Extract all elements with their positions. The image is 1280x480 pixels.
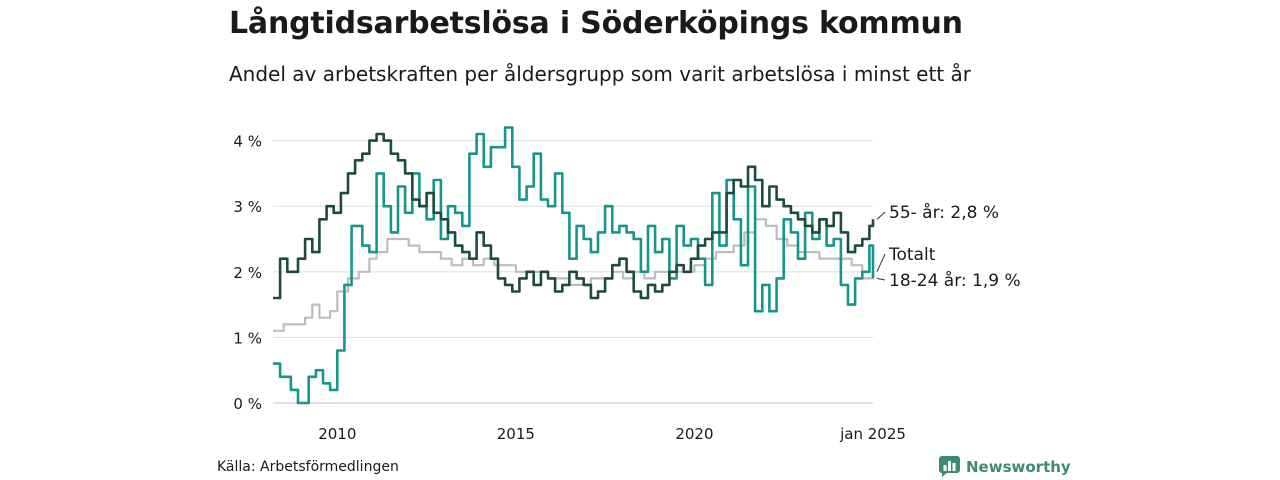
end-label-0: Totalt	[888, 245, 936, 265]
end-label-leader	[876, 253, 886, 273]
x-axis: 2010 2015 2020 jan 2025	[318, 425, 906, 443]
end-label-1: 18-24 år: 1,9 %	[889, 270, 1021, 291]
bar-chart-logo-icon	[939, 456, 960, 477]
series-line-55-r	[273, 132, 875, 300]
series-line-18-24-r	[273, 126, 875, 405]
y-tick-label: 1 %	[233, 329, 262, 347]
x-tick-label: 2020	[675, 425, 713, 443]
end-labels: Totalt 18-24 år: 1,9 % 55- år: 2,8 %	[876, 202, 1021, 291]
y-tick-label: 0 %	[233, 395, 262, 413]
end-label-leader	[876, 277, 886, 281]
end-label-2: 55- år: 2,8 %	[889, 202, 999, 223]
x-tick-label: jan 2025	[839, 425, 906, 443]
chart-title: Långtidsarbetslösa i Söderköpings kommun	[229, 6, 963, 41]
chart-subtitle: Andel av arbetskraften per åldersgrupp s…	[229, 62, 971, 86]
brand-logo[interactable]: Newsworthy	[939, 456, 1071, 477]
x-tick-label: 2015	[497, 425, 535, 443]
y-axis: 0 % 1 % 2 % 3 % 4 %	[233, 133, 262, 413]
y-tick-label: 2 %	[233, 264, 262, 282]
y-tick-label: 3 %	[233, 198, 262, 216]
series-lines	[273, 126, 875, 405]
x-tick-label: 2010	[318, 425, 356, 443]
y-tick-label: 4 %	[233, 133, 262, 151]
source-note: Källa: Arbetsförmedlingen	[217, 459, 399, 475]
end-label-leader	[876, 211, 886, 220]
brand-name: Newsworthy	[966, 457, 1071, 476]
